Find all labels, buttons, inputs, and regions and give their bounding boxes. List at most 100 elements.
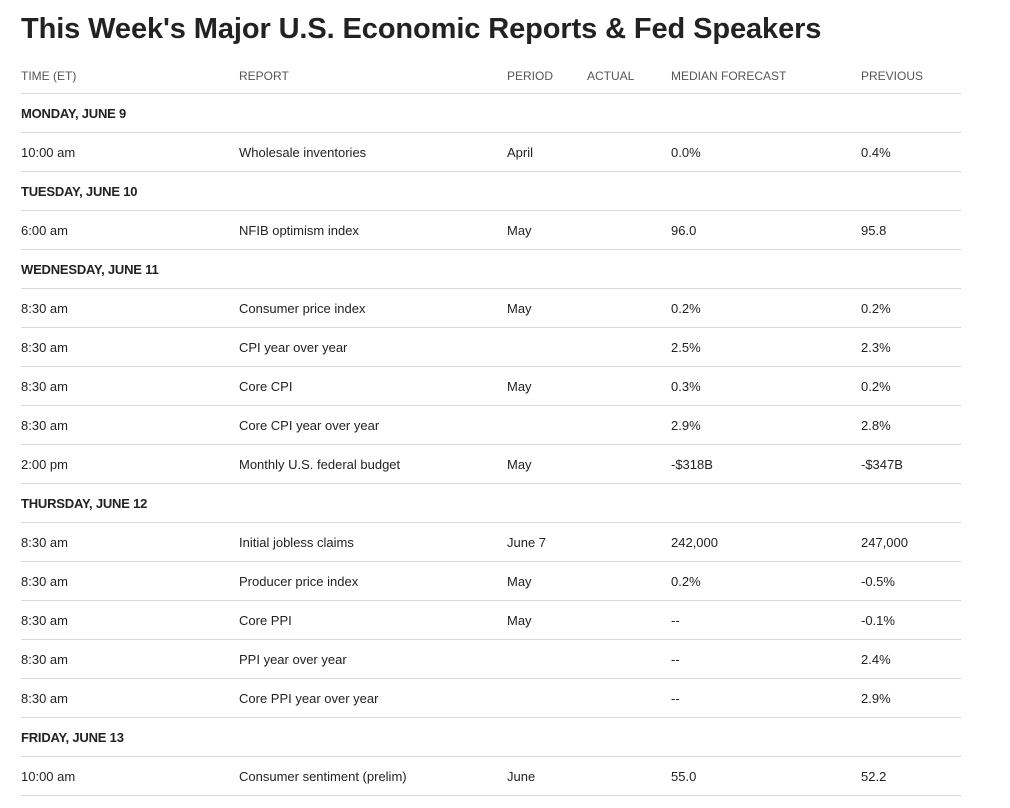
cell-previous: 2.8%	[861, 405, 961, 445]
cell-actual	[587, 561, 671, 601]
cell-report: Consumer sentiment (prelim)	[239, 756, 507, 796]
cell-time: 8:30 am	[21, 678, 239, 718]
day-header-row: THURSDAY, JUNE 12	[21, 483, 961, 523]
cell-report: Wholesale inventories	[239, 132, 507, 172]
cell-actual	[587, 639, 671, 679]
cell-time: 8:30 am	[21, 522, 239, 562]
day-label: FRIDAY, JUNE 13	[21, 717, 961, 757]
cell-actual	[587, 522, 671, 562]
cell-period: June	[507, 756, 587, 796]
cell-actual	[587, 366, 671, 406]
cell-median-forecast: 242,000	[671, 522, 861, 562]
column-header-previous: PREVIOUS	[861, 58, 961, 94]
table-row: 8:30 am PPI year over year -- 2.4%	[21, 639, 961, 679]
cell-period: May	[507, 366, 587, 406]
cell-previous: 247,000	[861, 522, 961, 562]
cell-period	[507, 639, 587, 679]
day-label: WEDNESDAY, JUNE 11	[21, 249, 961, 289]
economic-calendar-table: TIME (ET) REPORT PERIOD ACTUAL MEDIAN FO…	[21, 58, 961, 796]
column-header-time: TIME (ET)	[21, 58, 239, 94]
cell-previous: -0.5%	[861, 561, 961, 601]
cell-actual	[587, 444, 671, 484]
cell-report: Core PPI	[239, 600, 507, 640]
cell-report: Core PPI year over year	[239, 678, 507, 718]
cell-time: 8:30 am	[21, 639, 239, 679]
cell-report: Core CPI year over year	[239, 405, 507, 445]
cell-report: PPI year over year	[239, 639, 507, 679]
cell-previous: -0.1%	[861, 600, 961, 640]
cell-median-forecast: 96.0	[671, 210, 861, 250]
cell-report: Core CPI	[239, 366, 507, 406]
cell-period	[507, 678, 587, 718]
cell-previous: 2.3%	[861, 327, 961, 367]
cell-median-forecast: 55.0	[671, 756, 861, 796]
page-title: This Week's Major U.S. Economic Reports …	[21, 13, 822, 45]
column-header-period: PERIOD	[507, 58, 587, 94]
table-row: 8:30 am Core CPI year over year 2.9% 2.8%	[21, 405, 961, 445]
header-row: TIME (ET) REPORT PERIOD ACTUAL MEDIAN FO…	[21, 58, 961, 94]
table-row: 8:30 am Consumer price index May 0.2% 0.2%	[21, 288, 961, 328]
cell-actual	[587, 756, 671, 796]
day-header-row: MONDAY, JUNE 9	[21, 93, 961, 133]
cell-previous: 0.2%	[861, 288, 961, 328]
table-row: 2:00 pm Monthly U.S. federal budget May -$3…	[21, 444, 961, 484]
day-label: THURSDAY, JUNE 12	[21, 483, 961, 523]
cell-time: 10:00 am	[21, 756, 239, 796]
table-row: 8:30 am Core PPI May -- -0.1%	[21, 600, 961, 640]
cell-median-forecast: --	[671, 639, 861, 679]
day-label: MONDAY, JUNE 9	[21, 93, 961, 133]
cell-period	[507, 405, 587, 445]
cell-time: 10:00 am	[21, 132, 239, 172]
cell-previous: 0.2%	[861, 366, 961, 406]
cell-previous: 2.9%	[861, 678, 961, 718]
cell-median-forecast: 0.3%	[671, 366, 861, 406]
cell-period: May	[507, 444, 587, 484]
cell-time: 8:30 am	[21, 561, 239, 601]
cell-actual	[587, 210, 671, 250]
table-header: TIME (ET) REPORT PERIOD ACTUAL MEDIAN FO…	[21, 58, 961, 94]
table-row: 8:30 am CPI year over year 2.5% 2.3%	[21, 327, 961, 367]
cell-time: 8:30 am	[21, 405, 239, 445]
table-row: 6:00 am NFIB optimism index May 96.0 95.8	[21, 210, 961, 250]
cell-time: 2:00 pm	[21, 444, 239, 484]
table-body: MONDAY, JUNE 9 10:00 am Wholesale inventor…	[21, 93, 961, 796]
cell-median-forecast: 2.9%	[671, 405, 861, 445]
cell-report: Producer price index	[239, 561, 507, 601]
cell-previous: 0.4%	[861, 132, 961, 172]
cell-period: May	[507, 600, 587, 640]
day-header-row: TUESDAY, JUNE 10	[21, 171, 961, 211]
table-row: 10:00 am Consumer sentiment (prelim) June 5…	[21, 756, 961, 796]
table-row: 8:30 am Initial jobless claims June 7 242,0…	[21, 522, 961, 562]
cell-previous: -$347B	[861, 444, 961, 484]
cell-period: April	[507, 132, 587, 172]
cell-median-forecast: --	[671, 678, 861, 718]
cell-report: Monthly U.S. federal budget	[239, 444, 507, 484]
table-row: 10:00 am Wholesale inventories April 0.0% 0.…	[21, 132, 961, 172]
cell-actual	[587, 678, 671, 718]
cell-report: NFIB optimism index	[239, 210, 507, 250]
cell-report: Initial jobless claims	[239, 522, 507, 562]
cell-previous: 95.8	[861, 210, 961, 250]
cell-actual	[587, 405, 671, 445]
cell-previous: 2.4%	[861, 639, 961, 679]
day-label: TUESDAY, JUNE 10	[21, 171, 961, 211]
cell-time: 8:30 am	[21, 288, 239, 328]
column-header-actual: ACTUAL	[587, 58, 671, 94]
table-row: 8:30 am Core PPI year over year -- 2.9%	[21, 678, 961, 718]
column-header-median-forecast: MEDIAN FORECAST	[671, 58, 861, 94]
day-header-row: WEDNESDAY, JUNE 11	[21, 249, 961, 289]
cell-median-forecast: -$318B	[671, 444, 861, 484]
cell-actual	[587, 600, 671, 640]
cell-period: May	[507, 210, 587, 250]
cell-median-forecast: 0.2%	[671, 561, 861, 601]
cell-period	[507, 327, 587, 367]
table-row: 8:30 am Core CPI May 0.3% 0.2%	[21, 366, 961, 406]
cell-median-forecast: 2.5%	[671, 327, 861, 367]
column-header-report: REPORT	[239, 58, 507, 94]
cell-actual	[587, 288, 671, 328]
table-row: 8:30 am Producer price index May 0.2% -0.5%	[21, 561, 961, 601]
cell-period: May	[507, 561, 587, 601]
cell-report: Consumer price index	[239, 288, 507, 328]
cell-previous: 52.2	[861, 756, 961, 796]
cell-time: 8:30 am	[21, 366, 239, 406]
